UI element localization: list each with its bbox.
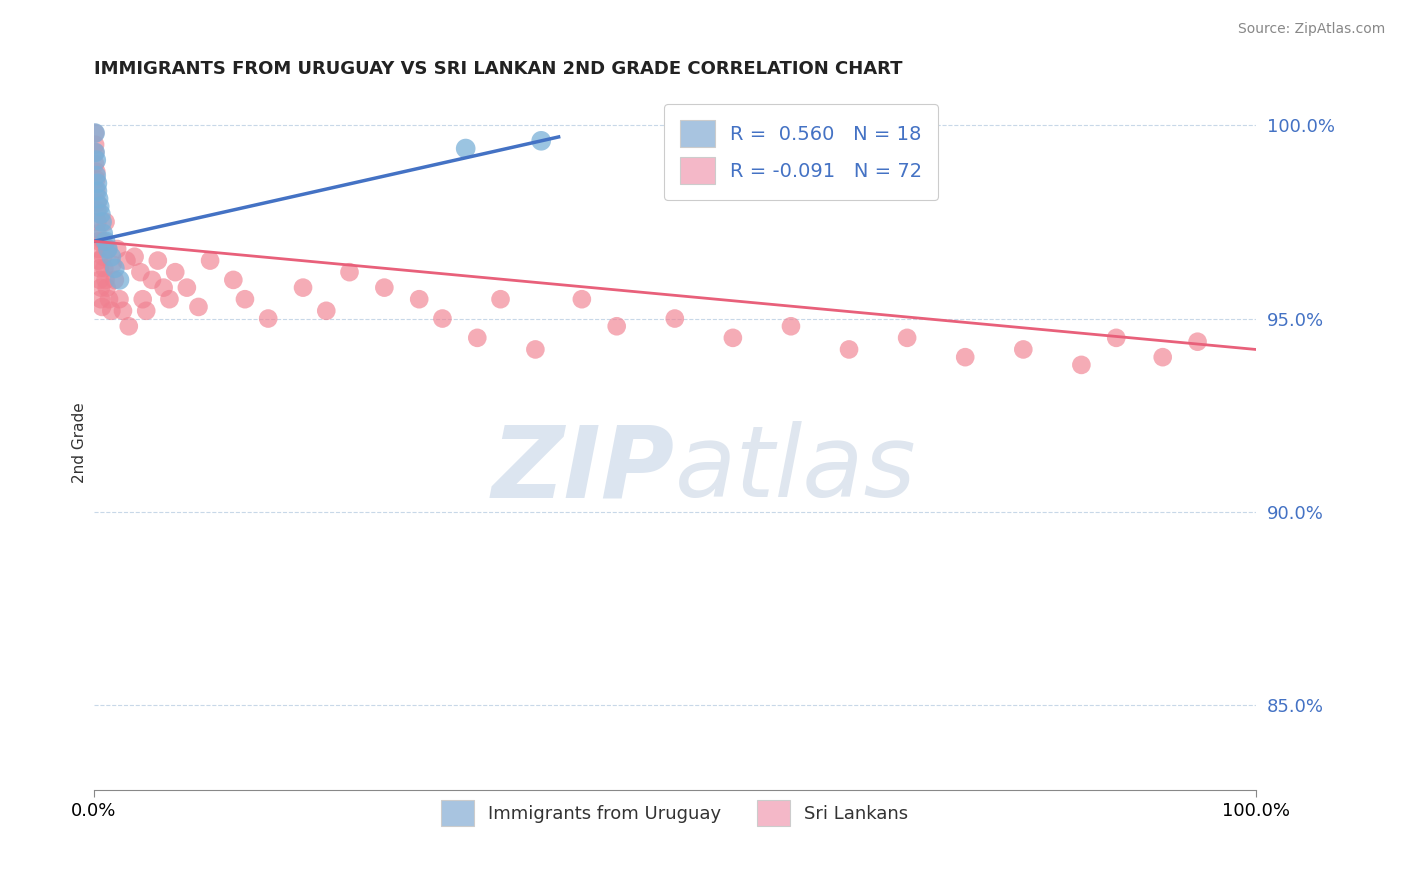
Point [1105, 331, 1128, 345]
Point [89, 273, 111, 287]
Point [454, 142, 477, 156]
Point [953, 350, 976, 364]
Point [84, 169, 107, 183]
Point [165, 265, 187, 279]
Point [96, 280, 118, 294]
Text: ZIP: ZIP [492, 422, 675, 518]
Point [91, 300, 114, 314]
Point [524, 343, 547, 357]
Point [90, 207, 112, 221]
Point [91, 227, 114, 241]
Point [84, 145, 107, 160]
Point [84, 137, 107, 152]
Point [115, 253, 138, 268]
Point [152, 280, 174, 294]
Point [97, 242, 120, 256]
Point [84, 164, 107, 178]
Point [141, 273, 163, 287]
Point [408, 292, 430, 306]
Point [132, 292, 155, 306]
Point [187, 300, 209, 314]
Text: IMMIGRANTS FROM URUGUAY VS SRI LANKAN 2ND GRADE CORRELATION CHART: IMMIGRANTS FROM URUGUAY VS SRI LANKAN 2N… [94, 60, 903, 78]
Point [1187, 334, 1209, 349]
Point [108, 292, 131, 306]
Point [432, 311, 454, 326]
Point [838, 343, 860, 357]
Point [664, 311, 686, 326]
Point [89, 261, 111, 276]
Point [98, 292, 121, 306]
Point [86, 227, 108, 241]
Point [339, 265, 361, 279]
Point [91, 215, 114, 229]
Point [1152, 350, 1174, 364]
Point [1070, 358, 1092, 372]
Point [84, 157, 107, 171]
Point [606, 319, 628, 334]
Point [91, 250, 114, 264]
Point [84, 153, 107, 168]
Point [104, 273, 127, 287]
Point [176, 280, 198, 294]
Point [315, 303, 337, 318]
Point [84, 126, 107, 140]
Point [105, 242, 128, 256]
Point [124, 250, 146, 264]
Text: Source: ZipAtlas.com: Source: ZipAtlas.com [1237, 22, 1385, 37]
Point [111, 303, 134, 318]
Point [222, 273, 245, 287]
Point [90, 280, 112, 294]
Point [108, 273, 131, 287]
Point [118, 319, 141, 334]
Point [292, 280, 315, 294]
Point [84, 172, 107, 186]
Point [84, 126, 107, 140]
Point [87, 234, 110, 248]
Point [94, 234, 117, 248]
Point [86, 184, 108, 198]
Text: atlas: atlas [675, 422, 917, 518]
Point [100, 250, 122, 264]
Point [93, 261, 115, 276]
Point [86, 195, 108, 210]
Point [721, 331, 744, 345]
Point [87, 253, 110, 268]
Point [94, 273, 117, 287]
Point [100, 303, 122, 318]
Point [198, 253, 221, 268]
Point [159, 292, 181, 306]
Point [233, 292, 256, 306]
Point [86, 176, 108, 190]
Point [530, 134, 553, 148]
Point [146, 253, 169, 268]
Point [84, 145, 107, 160]
Point [571, 292, 593, 306]
Point [373, 280, 395, 294]
Point [89, 199, 111, 213]
Legend: Immigrants from Uruguay, Sri Lankans: Immigrants from Uruguay, Sri Lankans [434, 793, 915, 833]
Y-axis label: 2nd Grade: 2nd Grade [72, 401, 87, 483]
Point [84, 184, 107, 198]
Point [896, 331, 918, 345]
Point [86, 203, 108, 218]
Point [87, 242, 110, 256]
Point [94, 215, 117, 229]
Point [780, 319, 803, 334]
Point [97, 242, 120, 256]
Point [91, 234, 114, 248]
Point [489, 292, 512, 306]
Point [1012, 343, 1035, 357]
Point [465, 331, 488, 345]
Point [90, 292, 112, 306]
Point [101, 257, 124, 271]
Point [129, 265, 152, 279]
Point [86, 215, 108, 229]
Point [87, 192, 110, 206]
Point [104, 261, 127, 276]
Point [135, 303, 157, 318]
Point [257, 311, 280, 326]
